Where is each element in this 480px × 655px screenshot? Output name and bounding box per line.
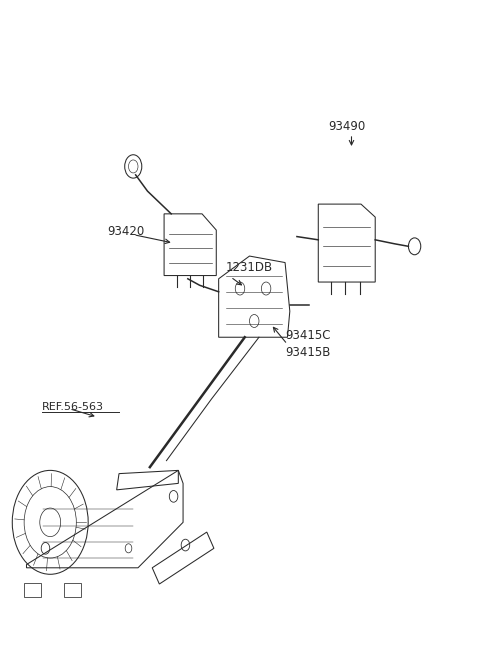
Text: 1231DB: 1231DB (226, 261, 273, 274)
Text: 93420: 93420 (107, 225, 144, 238)
Text: REF.56-563: REF.56-563 (42, 402, 104, 412)
Text: 93490: 93490 (328, 120, 365, 133)
Text: 93415B: 93415B (285, 346, 330, 359)
Text: 93415C: 93415C (285, 329, 331, 342)
